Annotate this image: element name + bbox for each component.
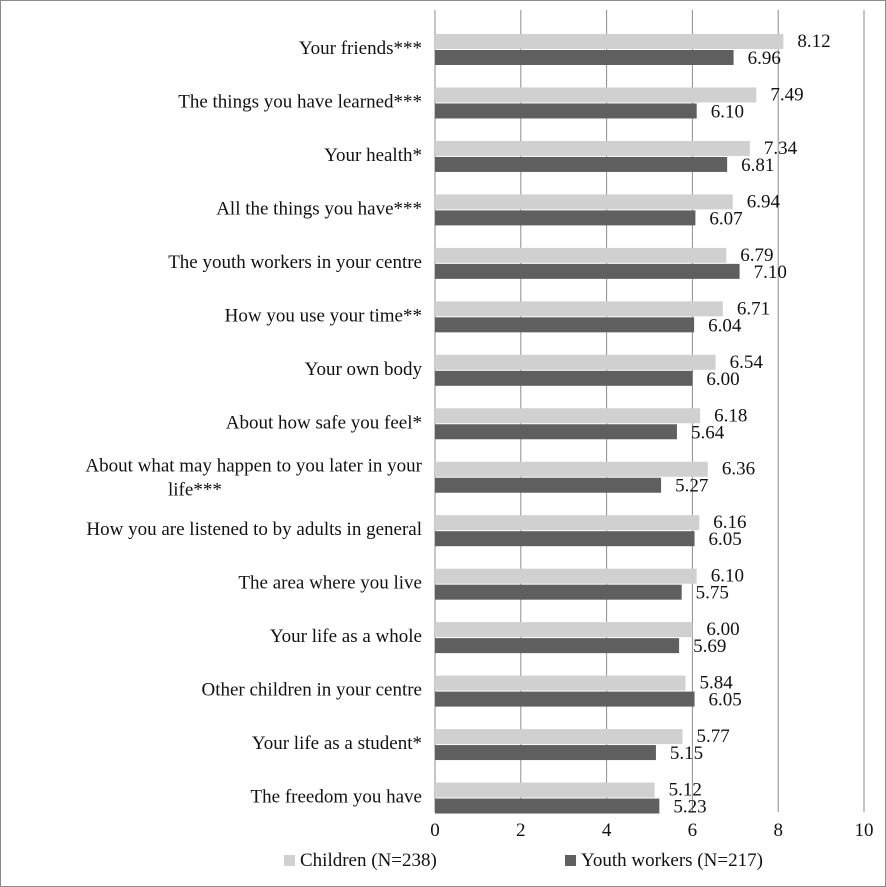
value-label-youth-workers: 5.23 [673, 797, 706, 818]
value-label-youth-workers: 6.05 [709, 690, 742, 711]
value-label-youth-workers: 6.10 [711, 101, 744, 122]
bar-children [435, 354, 716, 370]
legend-children-label: Children (N=238) [300, 850, 437, 871]
value-label-children: 8.12 [797, 31, 830, 52]
value-label-children: 5.12 [669, 780, 702, 801]
legend: Children (N=238) Youth workers (N=217) [284, 850, 763, 871]
category-label: How you are listened to by adults in gen… [86, 519, 422, 540]
bar-children [435, 729, 683, 745]
value-label-children: 6.00 [706, 619, 739, 640]
category-label: Your friends*** [299, 38, 422, 59]
value-label-children: 6.10 [711, 566, 744, 587]
value-label-children: 6.94 [747, 191, 781, 212]
value-label-youth-workers: 6.07 [709, 208, 742, 229]
value-labels: 8.12 6.96 7.49 6.10 7.346.81 6.946.07 6.797.10… [669, 31, 831, 818]
value-label-children: 6.16 [713, 512, 746, 533]
value-label-youth-workers: 6.00 [706, 369, 739, 390]
value-label-youth-workers: 6.81 [741, 155, 774, 176]
bar-children [435, 782, 655, 798]
value-label-children: 5.77 [697, 726, 730, 747]
bar-children [435, 675, 686, 691]
legend-youth-workers-swatch [565, 855, 576, 866]
value-label-youth-workers: 5.27 [675, 476, 708, 497]
value-label-children: 6.54 [730, 352, 764, 373]
bar-youth-workers [435, 210, 696, 226]
bar-youth-workers [435, 638, 680, 654]
category-label: The area where you live [238, 573, 422, 594]
category-label: About what may happen to you later in yo… [85, 456, 422, 477]
value-label-children: 6.18 [714, 405, 747, 426]
bar-youth-workers [435, 156, 728, 172]
bar-children [435, 622, 693, 638]
x-tick-label: 10 [855, 820, 874, 841]
bar-youth-workers [435, 50, 734, 65]
value-label-youth-workers: 7.10 [754, 262, 787, 283]
bar-children [435, 515, 700, 531]
bar-youth-workers [435, 317, 695, 333]
bar-youth-workers [435, 745, 656, 761]
bar-youth-workers [435, 477, 662, 493]
bar-youth-workers [435, 424, 677, 440]
bar-children [435, 568, 697, 584]
value-label-youth-workers: 5.75 [696, 583, 729, 604]
category-labels: Your friends*** The things you have learn… [85, 38, 422, 808]
bar-youth-workers [435, 103, 697, 119]
category-label: Your life as a whole [270, 626, 422, 647]
legend-children-swatch [284, 855, 295, 866]
category-label: Your health* [324, 145, 422, 166]
value-label-children: 7.49 [770, 84, 803, 105]
bar-youth-workers [435, 263, 740, 279]
bar-children [435, 461, 708, 477]
value-label-children: 5.84 [700, 673, 734, 694]
bar-youth-workers [435, 798, 660, 814]
value-label-youth-workers: 6.04 [708, 315, 742, 336]
category-label: All the things you have*** [216, 198, 422, 219]
bar-children [435, 34, 784, 49]
legend-youth-workers-label: Youth workers (N=217) [581, 850, 763, 871]
x-tick-label: 8 [773, 820, 783, 841]
value-label-youth-workers: 6.96 [748, 48, 781, 69]
value-label-children: 6.71 [737, 298, 770, 319]
category-label: About how safe you feel* [226, 412, 422, 433]
category-label-line2: life*** [168, 480, 222, 501]
x-tick-label: 6 [688, 820, 698, 841]
bar-children [435, 301, 723, 317]
value-label-children: 6.79 [740, 245, 773, 266]
category-label: How you use your time** [225, 305, 422, 326]
bar-children [435, 194, 733, 210]
x-tick-label: 0 [430, 820, 440, 841]
bar-children [435, 408, 701, 424]
value-label-youth-workers: 6.05 [709, 529, 742, 550]
category-label: The youth workers in your centre [168, 252, 422, 273]
value-label-youth-workers: 5.15 [670, 743, 703, 764]
bars [435, 34, 784, 814]
bar-youth-workers [435, 584, 682, 600]
category-label: Your own body [305, 359, 423, 380]
bar-children [435, 247, 727, 263]
bar-youth-workers [435, 370, 693, 386]
bar-children [435, 87, 757, 103]
x-tick-label: 2 [516, 820, 526, 841]
bar-youth-workers [435, 531, 695, 547]
value-label-children: 6.36 [722, 459, 755, 480]
x-axis: 0 2 4 6 8 10 [430, 820, 873, 841]
category-label: The things you have learned*** [178, 91, 422, 112]
value-label-youth-workers: 5.64 [691, 422, 725, 443]
category-label: The freedom you have [251, 787, 422, 808]
category-label: Your life as a student* [252, 733, 422, 754]
value-label-youth-workers: 5.69 [693, 636, 726, 657]
bar-children [435, 140, 750, 156]
bar-youth-workers [435, 691, 695, 707]
category-label: Other children in your centre [201, 680, 422, 701]
value-label-children: 7.34 [764, 138, 798, 159]
x-tick-label: 4 [602, 820, 612, 841]
